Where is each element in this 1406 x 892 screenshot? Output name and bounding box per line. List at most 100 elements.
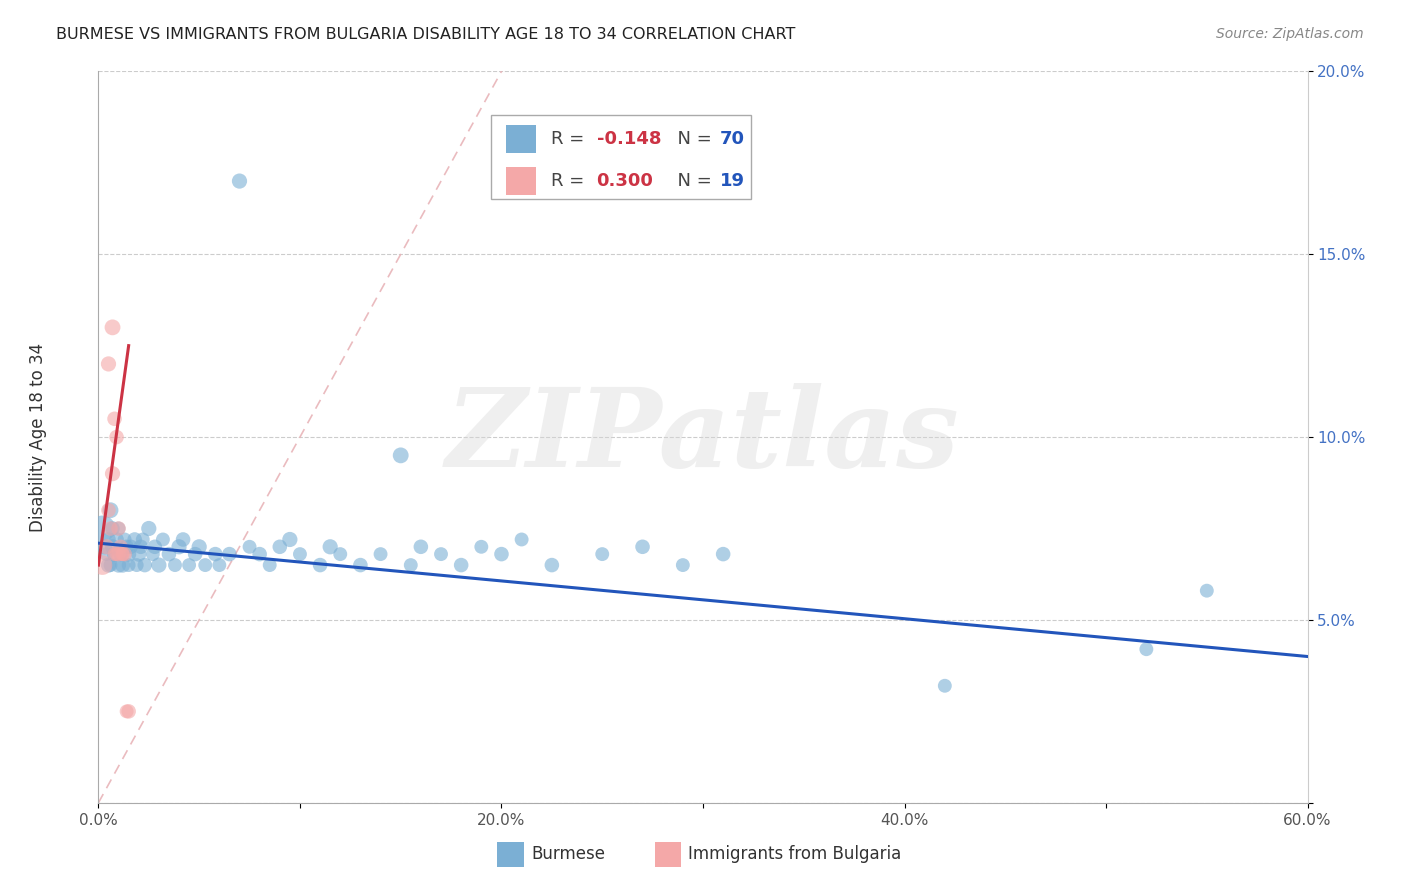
Point [288, 547, 311, 561]
Point [105, 533, 128, 547]
Point [97, 503, 120, 517]
Point [389, 448, 412, 462]
Text: 19: 19 [720, 172, 745, 190]
Text: Disability Age 18 to 34: Disability Age 18 to 34 [30, 343, 46, 532]
Point [1195, 583, 1218, 598]
Point [97, 357, 120, 371]
Point [309, 558, 332, 573]
Point [101, 467, 124, 481]
Point [184, 547, 207, 561]
Point [349, 558, 371, 573]
Point [107, 521, 129, 535]
Text: Burmese: Burmese [531, 845, 606, 863]
Text: R =: R = [551, 130, 589, 148]
Point [672, 558, 695, 573]
Point [142, 547, 165, 561]
Point [111, 558, 134, 573]
Point [97, 533, 120, 547]
Point [591, 547, 613, 561]
Point [157, 547, 180, 561]
Point [631, 540, 654, 554]
Point [239, 540, 262, 554]
Point [97, 558, 120, 573]
Point [278, 533, 301, 547]
Point [128, 547, 150, 561]
Point [107, 521, 129, 535]
Text: 70: 70 [720, 130, 745, 148]
Point [179, 558, 201, 573]
Point [208, 558, 231, 573]
Bar [655, 841, 682, 867]
Point [96, 540, 118, 554]
Point [319, 540, 342, 554]
Text: R =: R = [551, 172, 589, 190]
Point [1135, 642, 1157, 657]
Point [218, 547, 240, 561]
Point [510, 533, 533, 547]
Point [711, 547, 734, 561]
Text: N =: N = [665, 172, 717, 190]
Point [118, 705, 141, 719]
Point [228, 174, 250, 188]
Text: 0.300: 0.300 [596, 172, 654, 190]
Point [259, 558, 281, 573]
Point [105, 547, 128, 561]
Point [118, 558, 141, 573]
Point [124, 533, 146, 547]
Point [450, 558, 472, 573]
Point [540, 558, 562, 573]
Point [249, 547, 271, 561]
Point [132, 533, 155, 547]
Point [120, 540, 142, 554]
Point [96, 547, 118, 561]
Point [103, 547, 125, 561]
Point [100, 521, 122, 535]
Point [143, 540, 166, 554]
Point [204, 547, 226, 561]
Point [152, 533, 174, 547]
Point [114, 547, 136, 561]
Text: Source: ZipAtlas.com: Source: ZipAtlas.com [1216, 27, 1364, 41]
Point [107, 558, 129, 573]
Point [188, 540, 211, 554]
Point [491, 547, 513, 561]
Point [269, 540, 291, 554]
Point [329, 547, 352, 561]
Point [125, 558, 148, 573]
Point [105, 430, 128, 444]
Text: ZIPatlas: ZIPatlas [446, 384, 960, 491]
Point [110, 540, 132, 554]
Point [101, 540, 124, 554]
Text: N =: N = [665, 130, 717, 148]
Point [103, 547, 125, 561]
Point [148, 558, 170, 573]
Point [934, 679, 956, 693]
Point [370, 547, 392, 561]
Point [129, 540, 152, 554]
Point [138, 521, 160, 535]
Bar [498, 841, 524, 867]
Point [194, 558, 217, 573]
Point [111, 547, 134, 561]
Bar [506, 167, 536, 194]
Point [101, 521, 124, 535]
Text: BURMESE VS IMMIGRANTS FROM BULGARIA DISABILITY AGE 18 TO 34 CORRELATION CHART: BURMESE VS IMMIGRANTS FROM BULGARIA DISA… [56, 27, 796, 42]
Point [110, 547, 132, 561]
Point [163, 558, 186, 573]
Point [470, 540, 492, 554]
Point [172, 533, 194, 547]
Point [103, 412, 125, 426]
Bar [506, 125, 536, 153]
Point [107, 547, 129, 561]
Text: Immigrants from Bulgaria: Immigrants from Bulgaria [689, 845, 901, 863]
Point [115, 540, 138, 554]
Point [115, 705, 138, 719]
Text: -0.148: -0.148 [596, 130, 661, 148]
Point [118, 547, 141, 561]
Point [430, 547, 453, 561]
Point [409, 540, 432, 554]
Point [111, 547, 134, 561]
Point [100, 503, 122, 517]
Point [91, 558, 114, 573]
Point [91, 521, 114, 535]
